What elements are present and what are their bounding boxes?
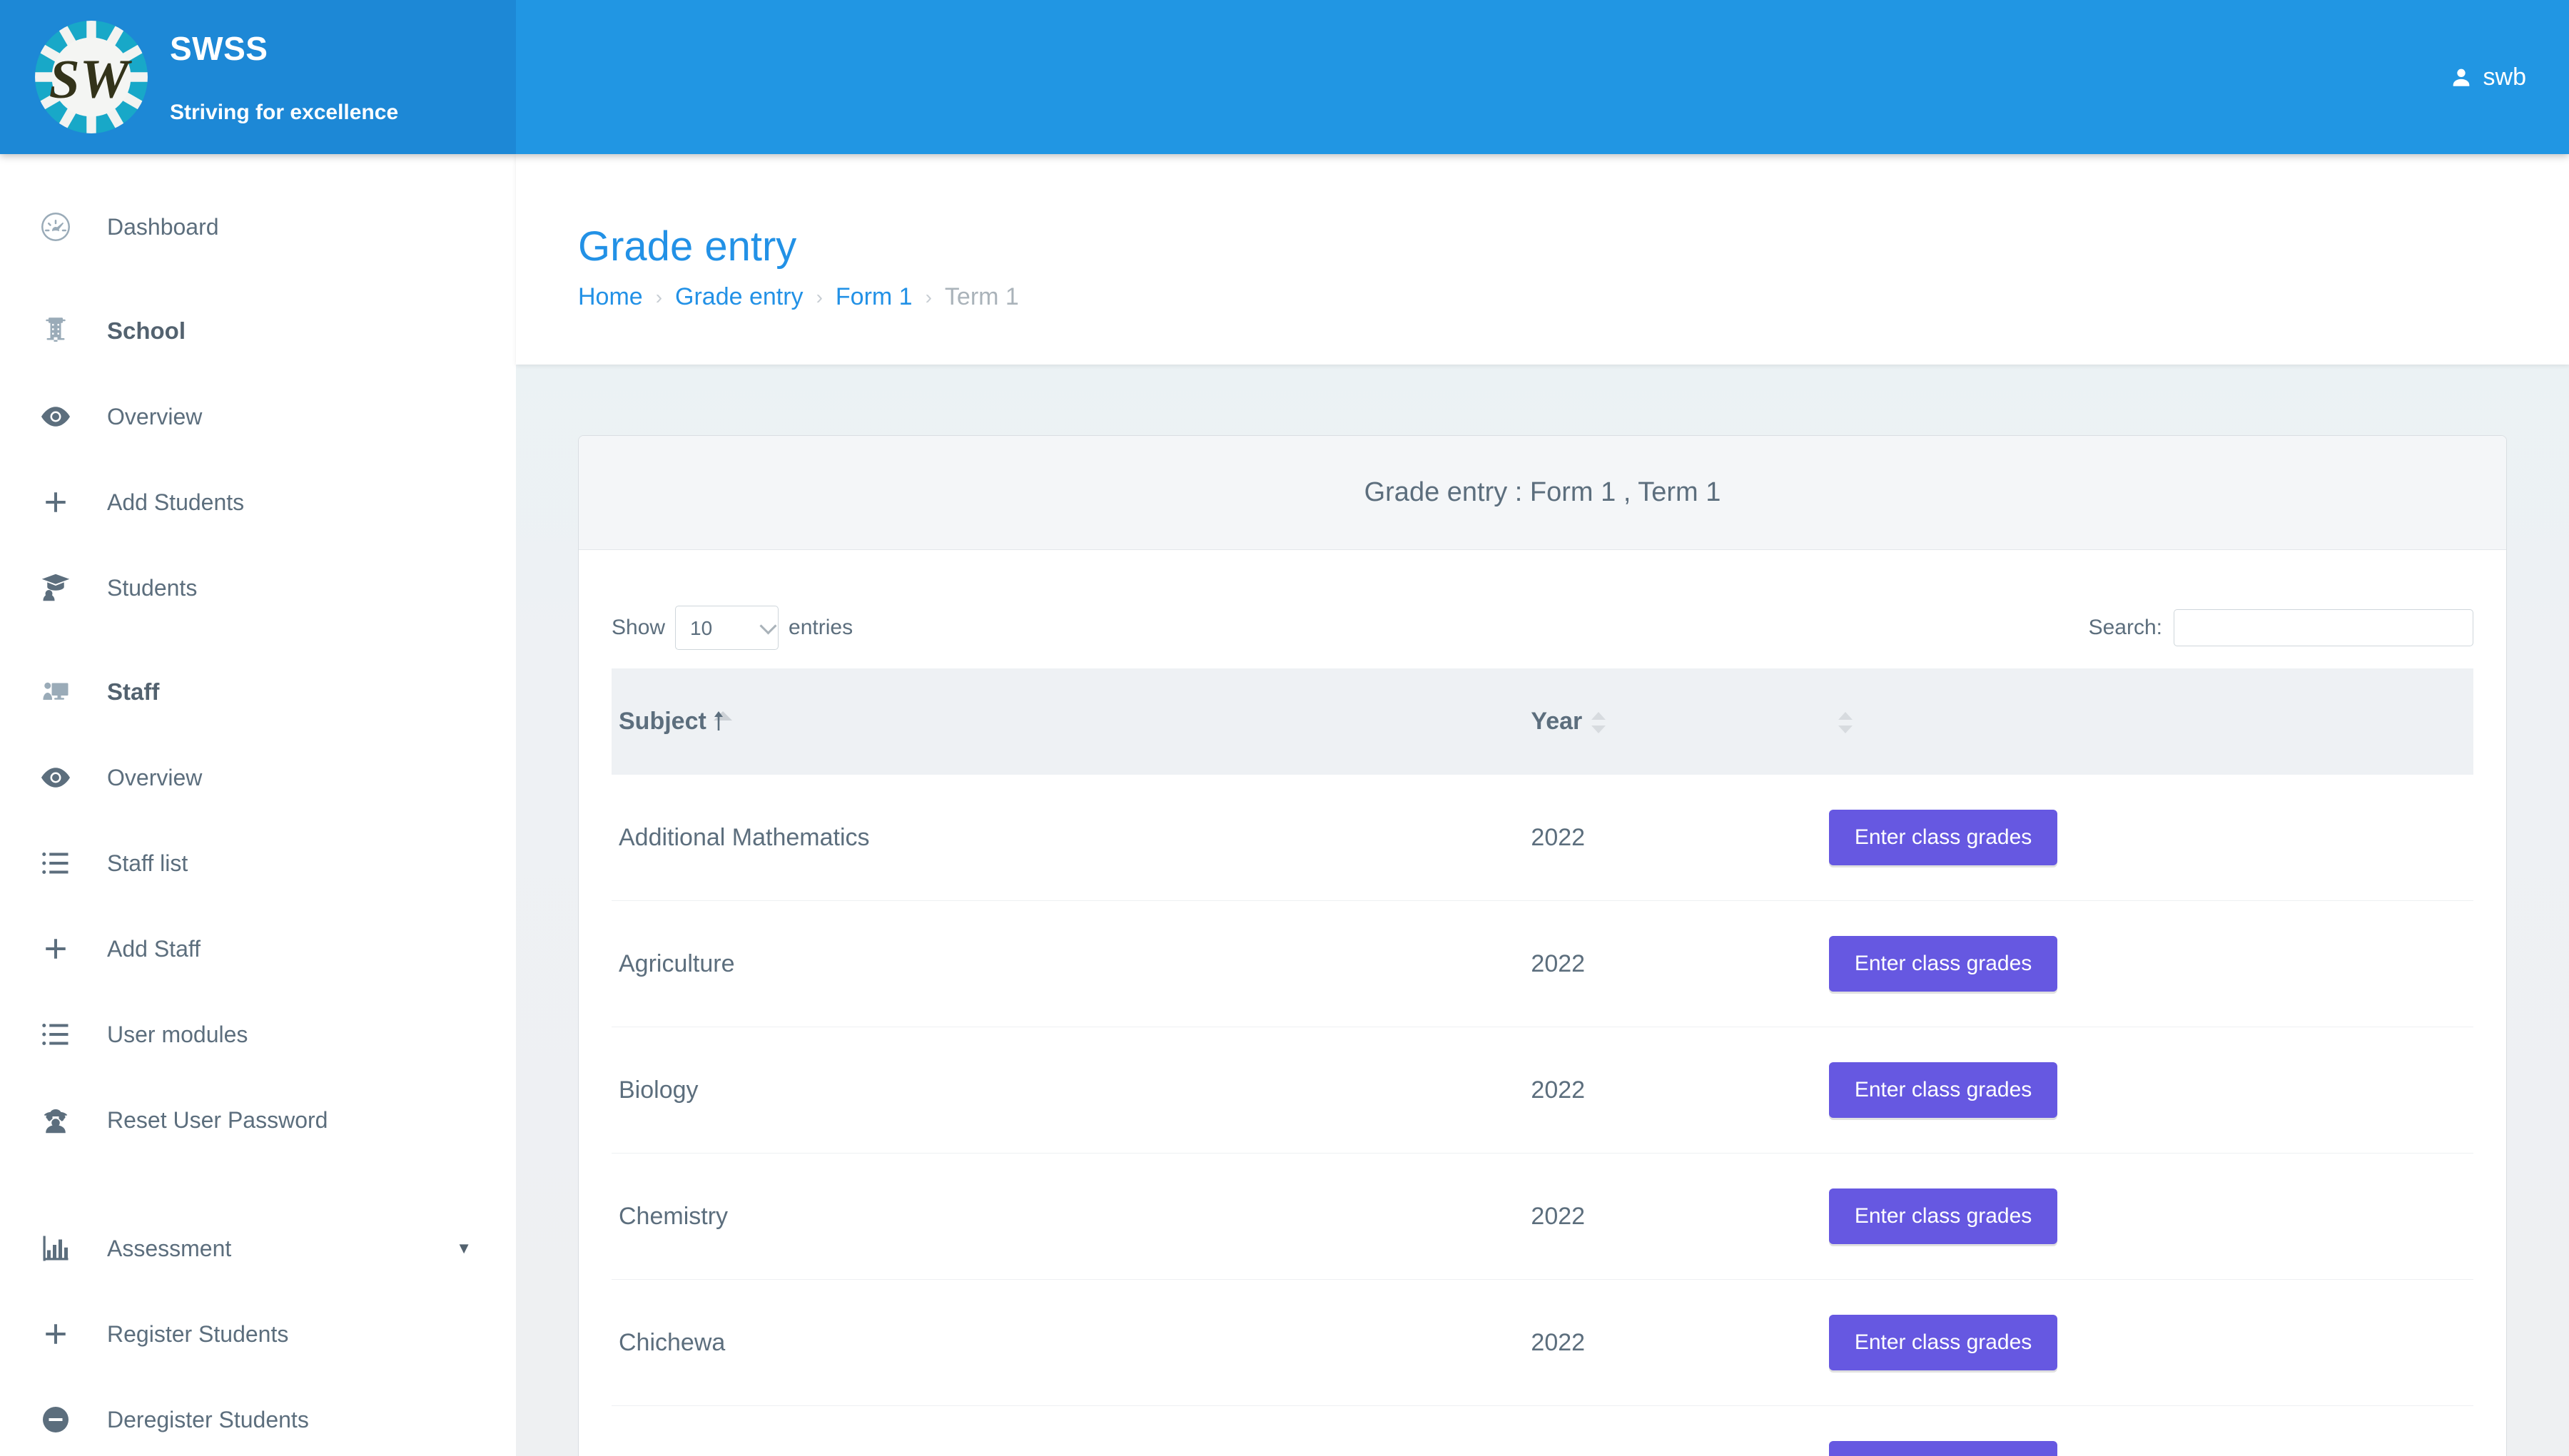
svg-text:SW: SW <box>49 49 133 110</box>
